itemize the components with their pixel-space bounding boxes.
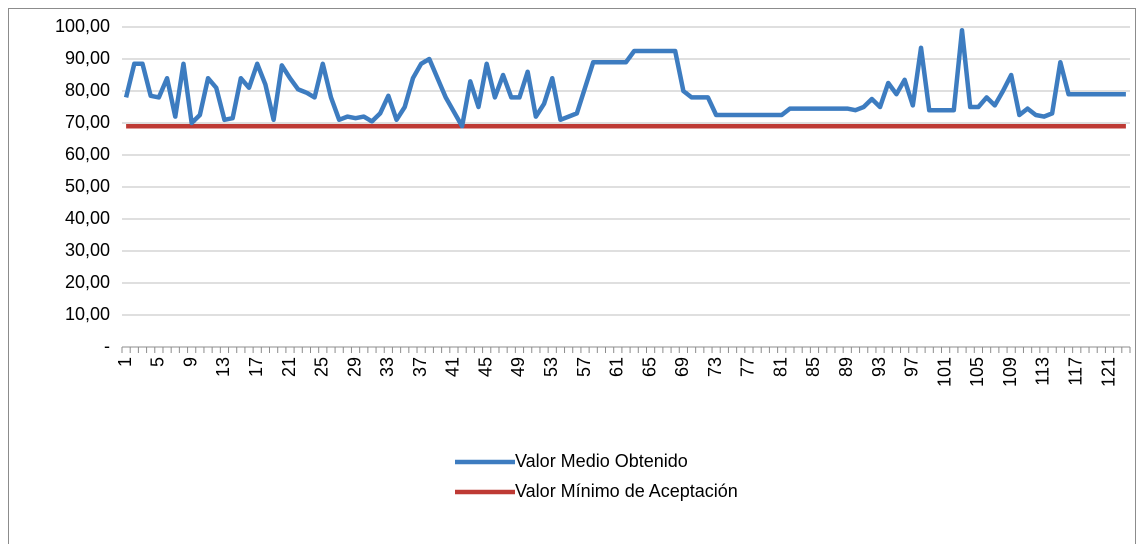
y-tick-label: 10,00 [65, 304, 110, 324]
x-tick-label: 25 [312, 357, 332, 377]
x-tick-label: 85 [803, 357, 823, 377]
x-tick-label: 41 [443, 357, 463, 377]
x-tick-label: 49 [508, 357, 528, 377]
x-tick-label: 105 [967, 357, 987, 387]
x-tick-label: 121 [1098, 357, 1118, 387]
x-tick-label: 77 [738, 357, 758, 377]
x-tick-label: 5 [148, 357, 168, 367]
y-tick-label: 70,00 [65, 112, 110, 132]
x-tick-label: 65 [639, 357, 659, 377]
x-tick-label: 57 [574, 357, 594, 377]
x-tick-label: 89 [836, 357, 856, 377]
legend-label: Valor Medio Obtenido [515, 451, 688, 471]
x-tick-label: 109 [1000, 357, 1020, 387]
y-tick-label: 20,00 [65, 272, 110, 292]
y-tick-label: 50,00 [65, 176, 110, 196]
x-tick-label: 33 [377, 357, 397, 377]
x-tick-label: 81 [770, 357, 790, 377]
x-tick-label: 53 [541, 357, 561, 377]
y-tick-label: 40,00 [65, 208, 110, 228]
x-tick-label: 97 [902, 357, 922, 377]
x-tick-label: 101 [934, 357, 954, 387]
series-line [123, 27, 1126, 129]
x-tick-label: 45 [475, 357, 495, 377]
x-tick-label: 37 [410, 357, 430, 377]
legend-label: Valor Mínimo de Aceptación [515, 481, 738, 501]
y-tick-label: - [104, 336, 110, 356]
x-tick-label: 21 [279, 357, 299, 377]
x-tick-label: 113 [1033, 357, 1053, 386]
x-tick-label: 117 [1065, 357, 1085, 386]
y-tick-label: 90,00 [65, 48, 110, 68]
x-tick-label: 13 [213, 357, 233, 377]
x-tick-label: 73 [705, 357, 725, 377]
x-tick-label: 69 [672, 357, 692, 377]
y-tick-label: 80,00 [65, 80, 110, 100]
x-tick-label: 9 [180, 357, 200, 367]
x-tick-label: 29 [344, 357, 364, 377]
y-tick-label: 60,00 [65, 144, 110, 164]
y-tick-label: 100,00 [55, 16, 110, 36]
chart-frame [8, 8, 1136, 544]
x-tick-label: 93 [869, 357, 889, 377]
x-tick-label: 17 [246, 357, 266, 377]
y-tick-label: 30,00 [65, 240, 110, 260]
x-tick-label: 61 [607, 357, 627, 377]
x-tick-label: 1 [115, 357, 135, 367]
